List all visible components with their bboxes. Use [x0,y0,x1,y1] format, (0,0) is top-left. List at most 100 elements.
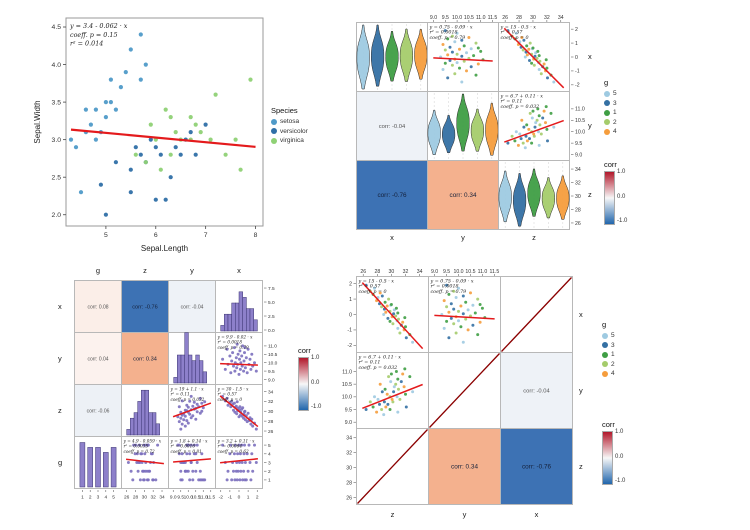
corr-colorbar: 1.0 0.0 -1.0 [602,429,636,487]
regression-line [70,128,256,148]
svg-text:30: 30 [142,495,148,501]
legend-label: 5 [613,90,617,98]
matrix-cell-y-z: corr: 0.34 [121,332,169,385]
regression-annotation: coeff. p = 0.032 [171,397,205,402]
legend-swatch [602,361,608,368]
colorbar-tick-label: 1.0 [311,355,320,361]
legend-title: corr [604,160,617,169]
identity-diagonal-line [501,277,572,352]
y-tick-label: 3.0 [52,137,62,144]
regression-line [172,402,212,418]
matrix-cell-y-y [428,352,501,429]
legend-swatch [602,342,608,349]
regression-annotation: y = 0.75 - 0.09 · x [429,24,473,30]
svg-text:1: 1 [81,495,84,501]
svg-text:26: 26 [502,15,508,21]
legend-label: 3 [611,341,615,349]
svg-text:9.5: 9.5 [268,369,275,375]
svg-text:32: 32 [575,180,581,186]
x-tick-label: 8 [254,232,258,239]
svg-text:11.5: 11.5 [206,495,215,501]
svg-text:10.5: 10.5 [575,118,585,124]
regression-annotation: coeff. p = 0.032 [359,365,398,371]
regression-line [173,458,211,463]
right-axis-ticks: 11.0 10.5 10.0 9.5 9.0 [571,107,585,158]
svg-text:26: 26 [575,221,581,227]
colorbar-tick-label: -1.0 [311,404,322,410]
svg-text:10.0: 10.0 [453,269,463,275]
colorbar-tick-label: 1.0 [617,169,626,175]
scatter-points [176,443,207,482]
matrix-cell-y-y [168,332,216,385]
legend-item: 1 [604,108,617,118]
corr-value: corr: -0.76 [132,305,158,311]
col-strip-label-y: y [461,233,465,242]
regression-line [433,57,493,62]
legend-swatch [602,370,608,377]
violin-group-x [356,24,428,90]
svg-text:10.5: 10.5 [268,352,278,358]
scatter-points [221,443,258,482]
svg-text:9.5: 9.5 [575,141,582,147]
legend-item: 4 [602,369,615,379]
col-strip-label-y: y [190,266,194,275]
svg-text:11.5: 11.5 [488,15,498,21]
row-strip-label-y: y [579,385,583,395]
regression-annotation: y = 9.9 - 0.02 · x [217,334,254,339]
svg-text:2: 2 [268,469,271,475]
svg-text:30: 30 [530,15,536,21]
matrix-cell-z-x: corr: -0.76 [356,160,428,230]
corr-legend: corr 1.0 0.0 -1.0 [602,420,636,487]
legend-swatch [604,100,610,107]
colorbar-tick-label: 0.0 [617,194,626,200]
matrix-cell-x-y: corr: -0.04 [168,280,216,333]
legend-item: 4 [604,127,617,137]
svg-text:9.5: 9.5 [345,407,352,413]
scatter-points [506,105,556,150]
x-tick-label: 7 [204,232,208,239]
legend-label: setosa [280,118,300,126]
regression-line [219,395,259,428]
svg-text:4: 4 [268,452,271,458]
legend-label: 3 [613,99,617,107]
legend-swatch [271,118,277,125]
legend-swatch [604,128,610,135]
svg-text:4: 4 [104,495,107,501]
matrix-cell-z-y: corr: 0.34 [427,160,499,230]
col-strip-label-x: x [237,266,241,275]
svg-text:26: 26 [360,269,366,275]
regression-line [126,458,164,465]
corr-colorbar: 1.0 0.0 -1.0 [298,355,332,413]
legend-swatch [602,351,608,358]
svg-text:9.5: 9.5 [443,269,450,275]
col-strip-label-z: z [532,233,536,242]
legend-swatch [271,137,277,144]
row-strip-label-z: z [58,405,62,415]
regression-annotation: coeff. p = 0.15 [70,31,118,39]
svg-text:-2: -2 [219,495,224,501]
svg-text:32: 32 [346,450,352,456]
legend-swatch [604,119,610,126]
scatter-points [439,29,485,84]
legend-swatch [604,90,610,97]
scatter-points [440,283,487,344]
histogram-bars [173,332,207,384]
svg-text:28: 28 [575,207,581,213]
svg-text:2: 2 [256,495,259,501]
legend-item: virginica [271,136,308,146]
legend-title: g [602,320,607,329]
svg-text:30: 30 [346,465,352,471]
legend-item: versicolor [271,127,308,137]
svg-text:34: 34 [159,495,165,501]
regression-annotation: y = 6.7 + 0.11 · x [358,354,402,360]
corr-legend: corr 1.0 0.0 -1.0 [298,346,332,413]
svg-text:11.5: 11.5 [490,269,500,275]
corr-value: corr: -0.76 [377,192,407,199]
row-strip-label-g: g [58,457,63,467]
